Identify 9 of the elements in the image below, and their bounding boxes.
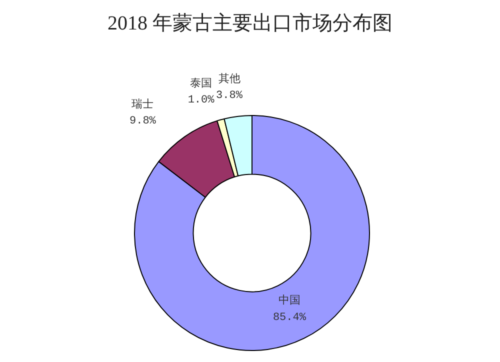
data-label: 1.0%: [188, 94, 215, 106]
slice-label: 中国: [278, 294, 300, 307]
slice-label: 泰国: [190, 76, 212, 90]
slice-label: 瑞士: [132, 97, 154, 110]
chart-title: 2018 年蒙古主要出口市场分布图: [108, 11, 392, 34]
data-label: 3.8%: [216, 90, 243, 102]
slice-label: 其他: [218, 72, 240, 86]
data-label: 9.8%: [130, 115, 156, 128]
data-label: 85.4%: [272, 312, 306, 324]
